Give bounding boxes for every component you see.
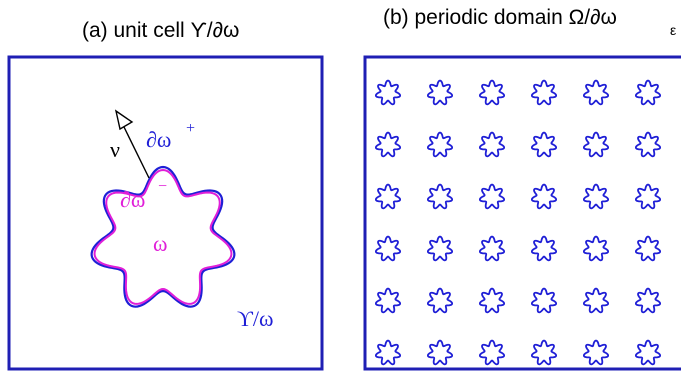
periodic-star-inclusion — [478, 79, 506, 106]
periodic-star-inclusion — [530, 339, 558, 366]
periodic-star-inclusion — [634, 131, 662, 158]
periodic-star-inclusion — [634, 339, 662, 366]
periodic-star-inclusion — [582, 339, 610, 366]
panel-b-caption-main: (b) periodic domain Ω/∂ω — [383, 6, 617, 29]
matrix-label: ϒ/ω — [237, 306, 273, 331]
inner-boundary-label: ∂ω — [120, 187, 145, 212]
periodic-star-inclusion — [426, 183, 454, 210]
periodic-star-inclusion — [374, 183, 402, 210]
outline-triangle-arrowhead-icon — [114, 109, 134, 131]
periodic-star-inclusion — [374, 339, 402, 366]
periodic-star-inclusion — [530, 79, 558, 106]
periodic-domain-frame — [363, 55, 681, 371]
periodic-star-inclusion — [478, 131, 506, 158]
inner-boundary-curve — [93, 168, 233, 305]
periodic-star-inclusion — [426, 339, 454, 366]
panel-a-caption: (a) unit cell ϒ/∂ω — [82, 19, 239, 42]
periodic-star-inclusion — [582, 183, 610, 210]
periodic-star-inclusion — [426, 287, 454, 314]
normal-label: ν — [110, 137, 120, 162]
panel-b-caption-subscript: ε — [670, 22, 676, 38]
periodic-star-inclusion — [530, 131, 558, 158]
periodic-star-inclusion — [634, 79, 662, 106]
periodic-star-inclusion — [374, 131, 402, 158]
outer-boundary-superscript: + — [186, 120, 195, 137]
periodic-star-inclusion — [478, 339, 506, 366]
outer-boundary-label: ∂ω — [146, 127, 171, 152]
periodic-star-inclusion — [426, 131, 454, 158]
periodic-star-inclusion — [530, 183, 558, 210]
normal-arrow-shaft — [123, 126, 150, 179]
periodic-star-inclusion — [478, 183, 506, 210]
outer-boundary-curve — [90, 165, 236, 308]
panel-b-caption: (b) periodic domain Ω/∂ω — [383, 6, 617, 29]
periodic-star-inclusion — [634, 287, 662, 314]
periodic-star-inclusion — [582, 235, 610, 262]
periodic-star-grid — [374, 79, 662, 366]
periodic-star-inclusion — [426, 235, 454, 262]
periodic-star-inclusion — [478, 287, 506, 314]
unit-cell-frame — [7, 55, 324, 371]
periodic-star-inclusion — [634, 183, 662, 210]
periodic-star-inclusion — [374, 287, 402, 314]
inclusion-label: ω — [153, 231, 167, 256]
periodic-star-inclusion — [426, 79, 454, 106]
periodic-star-inclusion — [582, 79, 610, 106]
periodic-star-inclusion — [374, 79, 402, 106]
periodic-star-inclusion — [582, 131, 610, 158]
normal-vector-arrow — [114, 109, 150, 179]
periodic-star-inclusion — [478, 235, 506, 262]
periodic-star-inclusion — [634, 235, 662, 262]
periodic-star-inclusion — [582, 287, 610, 314]
periodic-star-inclusion — [530, 235, 558, 262]
inner-boundary-superscript: − — [158, 178, 167, 195]
periodic-star-inclusion — [530, 287, 558, 314]
periodic-star-inclusion — [374, 235, 402, 262]
